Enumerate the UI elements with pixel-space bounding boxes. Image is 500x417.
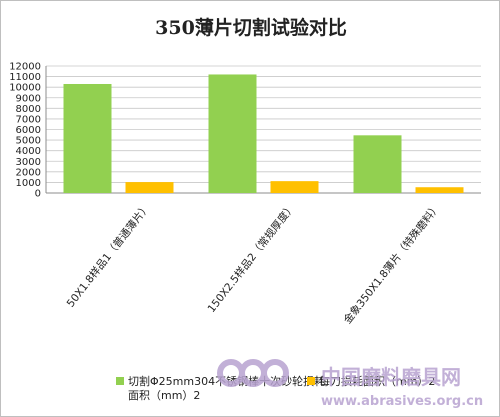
y-axis: 0100020003000400050006000700080009000100…: [9, 62, 481, 200]
bar-series-2-2: [270, 181, 319, 193]
legend-swatch-series-1: [116, 377, 124, 385]
y-tick-label: 3000: [16, 157, 41, 168]
bar-series-2-3: [415, 187, 464, 193]
chart-title: 350薄片切割试验对比: [155, 16, 347, 39]
y-tick-label: 4000: [16, 146, 41, 157]
y-tick-label: 6000: [16, 125, 41, 136]
category-label: 金象350X1.8薄片（特殊磨料）: [341, 201, 443, 326]
category-label: 50X1.8样品1（普通薄片）: [64, 201, 153, 310]
legend-label-series-2: 每刀损耗面积（mm）2: [319, 374, 435, 388]
x-axis-labels: 50X1.8样品1（普通薄片） 150X2.5样品2（常规厚度） 金象350X1.8…: [64, 201, 443, 326]
bar-series-1-1: [63, 83, 112, 193]
y-tick-label: 8000: [16, 104, 41, 115]
y-tick-label: 10000: [9, 83, 41, 94]
y-tick-label: 5000: [16, 136, 41, 147]
y-tick-label: 1000: [16, 178, 41, 189]
y-tick-label: 12000: [9, 62, 41, 73]
y-tick-label: 9000: [16, 93, 41, 104]
watermark-title: 中国磨料磨具网: [321, 365, 461, 389]
y-tick-label: 0: [35, 189, 41, 200]
y-tick-label: 7000: [16, 114, 41, 125]
y-tick-label: 11000: [9, 72, 41, 83]
watermark-logo-ring: [261, 359, 289, 387]
gridlines: [46, 65, 481, 194]
bar-series-2-1: [125, 182, 174, 193]
watermark: 中国磨料磨具网 www.abrasives.org.cn: [217, 359, 483, 409]
bar-series-1-2: [208, 74, 257, 193]
bars: [63, 74, 464, 193]
watermark-url: www.abrasives.org.cn: [321, 394, 483, 409]
y-tick-label: 2000: [16, 167, 41, 178]
legend-swatch-series-2: [307, 377, 315, 385]
bar-series-1-3: [353, 135, 402, 193]
category-label: 150X2.5样品2（常规厚度）: [205, 201, 298, 315]
legend-label-series-1: 切割Φ25mm304不锈钢棒十次砂轮损耗面积（mm）2: [128, 374, 325, 402]
